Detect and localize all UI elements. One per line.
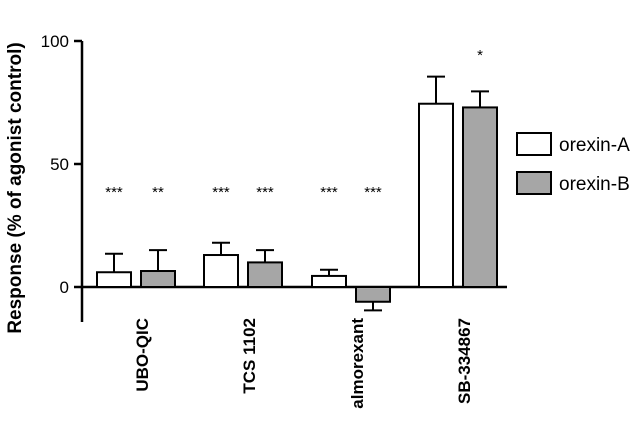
bar-orexin-b [462, 106, 498, 288]
bar-orexin-a [311, 274, 347, 288]
significance-label: *** [320, 184, 338, 201]
bars-layer: *** **UBO-QIC*** ***TCS 1102*** ***almorexa… [96, 47, 498, 409]
legend-swatch-orexin-b [516, 171, 552, 195]
significance-label: *** [256, 184, 274, 201]
y-ticks: 100 50 0 [41, 32, 82, 297]
significance-label: *** [364, 184, 382, 201]
significance-label: *** [105, 184, 123, 201]
category-label: UBO-QIC [133, 318, 152, 392]
y-tick-label: 100 [41, 32, 69, 51]
bar-orexin-a [418, 102, 454, 289]
category-label: almorexant [348, 318, 367, 409]
bar-orexin-b [247, 261, 283, 288]
bar-orexin-a [96, 271, 132, 288]
legend-label-orexin-b: orexin-B [559, 174, 630, 195]
bar-orexin-b [140, 270, 176, 289]
category-label: SB-334867 [455, 318, 474, 404]
significance-label: ** [152, 184, 164, 201]
legend-swatch-orexin-a [516, 132, 552, 156]
significance-label: *** [212, 184, 230, 201]
bar-orexin-b [355, 286, 391, 303]
y-tick-label: 50 [50, 155, 69, 174]
y-tick-label: 0 [60, 278, 69, 297]
bar-orexin-a [203, 254, 239, 289]
y-axis-title: Response (% of agonist control) [5, 42, 26, 333]
significance-label: * [477, 47, 483, 64]
legend: orexin-A orexin-B [516, 132, 630, 195]
category-label: TCS 1102 [240, 318, 259, 394]
legend-label-orexin-a: orexin-A [559, 135, 630, 156]
